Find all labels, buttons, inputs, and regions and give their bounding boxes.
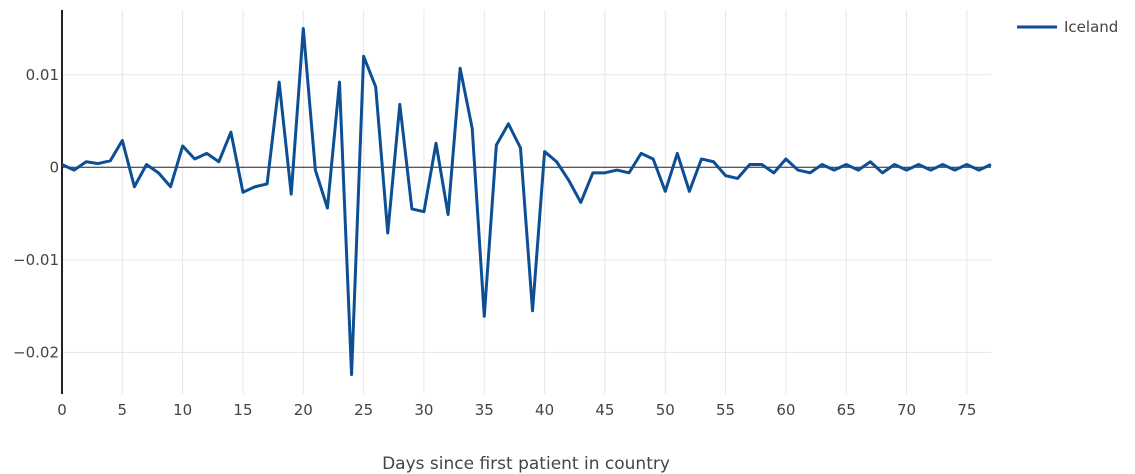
x-tick-label: 55: [716, 401, 735, 419]
y-tick-label: −0.01: [13, 251, 59, 269]
x-tick-label: 50: [656, 401, 675, 419]
series-line-iceland: [61, 27, 992, 377]
x-tick-label: 30: [414, 401, 433, 419]
y-tick-label: 0: [49, 158, 59, 176]
x-tick-label: 10: [173, 401, 192, 419]
x-tick-label: 75: [957, 401, 976, 419]
y-tick-label: 0.01: [26, 66, 59, 84]
y-gridlines: [62, 74, 991, 353]
y-tick-label: −0.02: [13, 343, 59, 361]
x-tick-label: 15: [233, 401, 252, 419]
x-tick-label: 35: [475, 401, 494, 419]
x-tick-label: 70: [897, 401, 916, 419]
x-tick-label: 20: [294, 401, 313, 419]
legend[interactable]: Iceland: [1017, 18, 1118, 36]
y-tick-labels: −0.02 −0.01 0 0.01: [13, 66, 59, 362]
x-tick-label: 25: [354, 401, 373, 419]
x-tick-label: 45: [595, 401, 614, 419]
x-gridlines: [121, 10, 968, 394]
x-axis-title: Days since first patient in country: [382, 454, 670, 474]
x-tick-label: 40: [535, 401, 554, 419]
x-tick-label: 65: [837, 401, 856, 419]
x-tick-labels: 0 5 10 15 20 25 30 35 40 45 50 55 60 65 70 75: [57, 401, 976, 419]
x-tick-label: 0: [57, 401, 67, 419]
x-tick-label: 5: [118, 401, 128, 419]
legend-label-iceland: Iceland: [1064, 18, 1118, 36]
x-tick-label: 60: [776, 401, 795, 419]
series-group: [61, 27, 992, 377]
